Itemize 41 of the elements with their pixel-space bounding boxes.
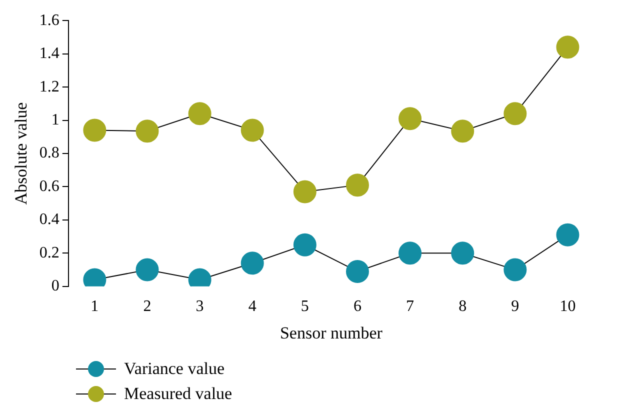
point [451,120,474,143]
y-tick-label: 0.4 [39,211,60,228]
point [556,36,580,59]
y-tick-label: 0.2 [39,244,60,262]
x-tick-label: 7 [406,298,414,316]
y-tick-label: 1.2 [39,78,60,96]
point [346,260,369,283]
legend-label: Measured value [124,384,232,404]
x-tick-label: 5 [300,298,309,316]
y-tick-label: 0.6 [39,178,60,195]
y-tick-label: 1 [51,111,60,128]
point [136,120,159,143]
point [240,118,264,142]
y-tick-label: 0 [51,278,60,295]
point [136,258,159,282]
point [556,223,580,246]
legend-label: Variance value [124,358,225,378]
point [83,118,106,142]
point [451,242,474,265]
point [293,233,316,256]
point [504,102,527,126]
y-tick-label: 1.6 [39,12,60,29]
x-tick-label: 6 [353,298,362,316]
x-tick-label: 3 [196,298,204,316]
x-tick-label: 1 [90,298,99,316]
y-tick-label: 1.4 [39,45,60,62]
y-axis-title: Absolute value [12,102,31,205]
x-tick-label: 8 [458,298,467,316]
point [398,242,422,265]
x-axis-title: Sensor number [280,323,383,342]
x-tick-label: 10 [560,298,576,316]
point [188,102,212,126]
y-tick-label: 0.8 [39,144,60,162]
point [504,258,527,282]
point [398,107,422,130]
point [293,180,316,204]
point [240,252,264,275]
x-tick-label: 2 [143,298,152,316]
x-tick-label: 9 [511,298,520,316]
x-tick-label: 4 [248,298,256,316]
point [346,174,369,197]
